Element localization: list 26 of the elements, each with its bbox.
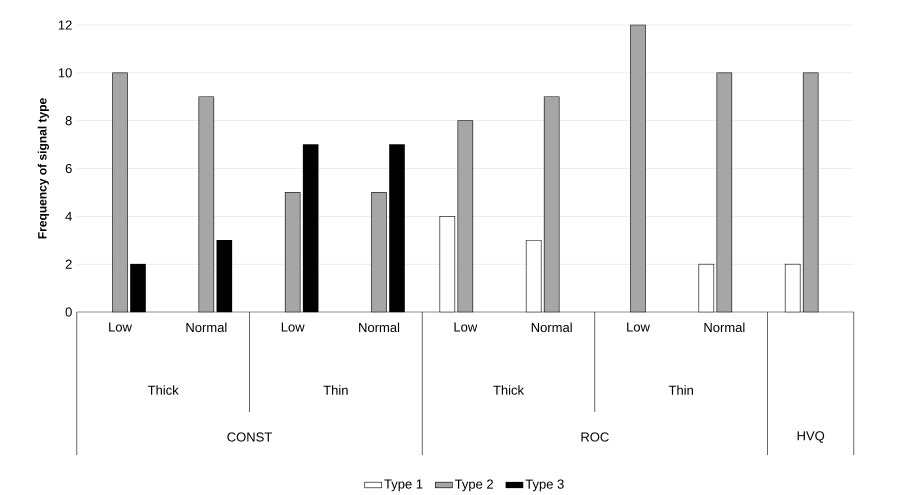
x-tick-label: Normal xyxy=(359,322,400,332)
y-tick-label: 4 xyxy=(65,212,72,221)
legend-label: Type 1 xyxy=(384,480,422,492)
text: Thick xyxy=(493,385,524,395)
text: ROC xyxy=(581,432,609,442)
text: HVQ xyxy=(798,431,824,443)
y-tick-label: 2 xyxy=(66,260,72,269)
y-tick-label: 8 xyxy=(66,116,72,126)
legend-label: Type 3 xyxy=(526,479,564,492)
text: Thin xyxy=(668,385,693,395)
y-tick-label: 0 xyxy=(66,307,72,317)
text: Thin xyxy=(323,385,348,395)
x-tick-label: Low xyxy=(282,322,305,332)
legend-label: Type 2 xyxy=(454,479,493,492)
x-tick-label: Normal xyxy=(186,322,226,332)
y-tick-label: 12 xyxy=(58,20,72,30)
x-tick-label: Low xyxy=(627,322,650,332)
x-tick-label: Normal xyxy=(532,322,572,332)
text: CONST xyxy=(227,432,272,442)
y-tick-label: 10 xyxy=(58,68,72,78)
x-tick-label: Low xyxy=(109,322,132,332)
y-tick-label: 6 xyxy=(66,164,72,174)
x-tick-label: Normal xyxy=(704,322,744,332)
text: Thick xyxy=(148,385,179,395)
x-tick-label: Low xyxy=(454,322,478,332)
y-axis-title: Frequency of signal type xyxy=(38,98,49,238)
